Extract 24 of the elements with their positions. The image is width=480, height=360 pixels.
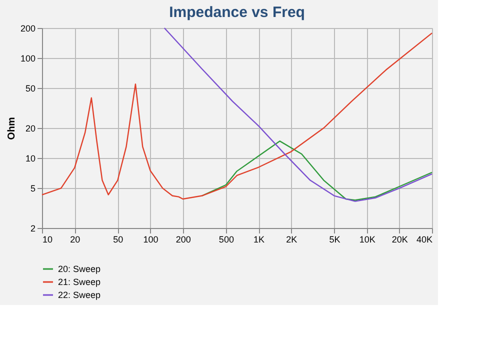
x-tick-label: 10 <box>42 234 53 244</box>
y-axis-title: Ohm <box>6 117 18 140</box>
x-tick-label: 1K <box>254 234 265 244</box>
legend-label: 22: Sweep <box>58 290 101 300</box>
x-tick-label: 500 <box>218 234 234 244</box>
x-tick-label: 50 <box>113 234 124 244</box>
y-tick-label: 200 <box>20 24 36 34</box>
y-tick-label: 100 <box>20 54 36 64</box>
x-tick-label: 5K <box>329 234 340 244</box>
chart-title: Impedance vs Freq <box>169 4 305 21</box>
y-tick-label: 10 <box>25 154 36 164</box>
x-tick-label: 20K <box>392 234 408 244</box>
x-tick-label: 40K <box>416 234 432 244</box>
legend-label: 20: Sweep <box>58 264 101 274</box>
x-tick-label: 10K <box>359 234 376 244</box>
y-tick-label: 50 <box>25 84 36 94</box>
y-tick-label: 5 <box>30 184 36 194</box>
legend-label: 21: Sweep <box>58 277 101 287</box>
x-tick-label: 200 <box>176 234 191 244</box>
y-tick-label: 20 <box>25 124 36 134</box>
x-tick-label: 2K <box>286 234 298 244</box>
x-tick-label: 100 <box>143 234 158 244</box>
y-tick-label: 2 <box>30 224 36 234</box>
x-tick-label: 20 <box>70 234 80 244</box>
